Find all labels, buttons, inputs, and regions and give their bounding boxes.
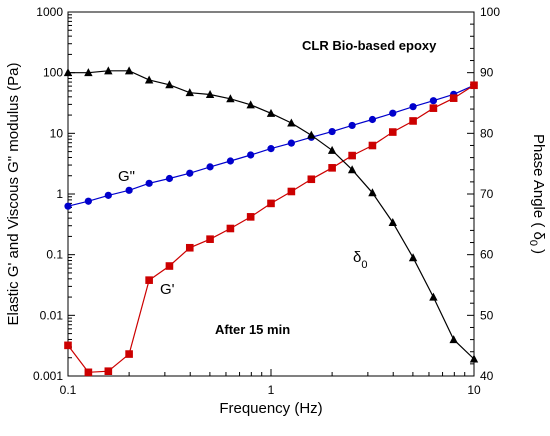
y2-tick-label: 100 [480, 5, 500, 19]
series-label-delta: δ0 [353, 249, 367, 271]
chart-title: CLR Bio-based epoxy [302, 38, 437, 53]
data-point-phase-angle [205, 90, 215, 99]
data-point-g-double-prime [247, 151, 255, 159]
series-label-delta-subscript: 0 [361, 259, 367, 271]
series-label-delta-main: δ [353, 249, 361, 266]
data-point-phase-angle [347, 165, 357, 174]
data-point-phase-angle [63, 68, 73, 77]
y2-tick-label: 40 [480, 369, 494, 383]
data-point-g-double-prime [409, 103, 417, 111]
data-point-g-prime [287, 187, 296, 196]
data-point-g-prime [267, 199, 275, 208]
y2-axis-title-end: ) [530, 249, 547, 254]
data-point-phase-angle [226, 94, 235, 103]
y-tick-label: 1 [56, 187, 63, 201]
data-point-g-prime [429, 104, 438, 112]
data-point-g-double-prime [348, 121, 356, 130]
data-point-g-prime [226, 224, 235, 233]
chart-annotation: After 15 min [215, 322, 290, 337]
y-tick-label: 100 [43, 66, 63, 80]
data-point-phase-angle [469, 354, 479, 363]
data-point-phase-angle [144, 75, 154, 84]
series-layer [63, 66, 479, 377]
data-point-phase-angle [327, 145, 337, 154]
y2-tick-label: 50 [480, 308, 494, 322]
data-point-phase-angle [266, 108, 276, 117]
data-point-phase-angle [124, 66, 134, 75]
y2-tick-label: 60 [480, 248, 494, 262]
data-point-g-prime [125, 350, 133, 358]
y-axis-ticks: 0.001 0.01 0.1 1 10 100 1000 [33, 5, 75, 383]
y2-tick-label: 90 [480, 66, 494, 80]
y-tick-label: 0.1 [46, 248, 63, 262]
data-point-phase-angle [388, 218, 397, 227]
data-point-g-double-prime [206, 163, 214, 171]
data-point-g-double-prime [267, 145, 275, 153]
y2-axis-title-subscript: 0 [527, 240, 539, 246]
data-point-phase-angle [368, 188, 377, 197]
data-point-phase-angle [84, 68, 93, 77]
y2-axis-ticks: 40 50 60 70 80 90 100 [467, 5, 500, 383]
data-point-g-prime [328, 164, 336, 172]
y2-axis-title-main: Phase Angle ( δ [530, 134, 547, 240]
x-tick-label: 0.1 [60, 383, 77, 397]
data-point-g-double-prime [287, 139, 295, 147]
y-tick-label: 1000 [36, 5, 63, 19]
x-axis-ticks: 0.1 1 10 [60, 369, 481, 397]
data-point-g-prime [145, 276, 153, 284]
data-point-phase-angle [287, 118, 296, 127]
data-point-g-double-prime [368, 115, 377, 124]
y-axis-title: Elastic G' and Viscous G" modulus (Pa) [5, 62, 22, 325]
data-point-g-prime [206, 235, 214, 243]
data-point-g-prime [64, 341, 72, 350]
data-point-phase-angle [408, 253, 418, 262]
data-point-g-prime [348, 151, 356, 160]
data-point-phase-angle [307, 130, 316, 139]
y2-tick-label: 80 [480, 126, 494, 140]
x-tick-label: 1 [268, 383, 275, 397]
data-point-g-prime [388, 128, 397, 136]
data-point-g-prime [104, 367, 113, 375]
data-point-g-double-prime [389, 109, 397, 117]
data-point-g-prime [84, 368, 93, 377]
y-tick-label: 10 [50, 126, 64, 140]
x-axis-title: Frequency (Hz) [219, 400, 322, 417]
data-point-phase-angle [246, 100, 255, 109]
data-point-g-prime [185, 243, 194, 252]
data-point-g-double-prime [84, 197, 92, 205]
data-point-phase-angle [185, 88, 194, 97]
series-label-g-double-prime: G" [118, 168, 135, 185]
data-point-phase-angle [429, 292, 438, 301]
data-point-g-prime [368, 141, 377, 150]
y-tick-label: 0.001 [33, 369, 63, 383]
data-point-g-double-prime [328, 127, 336, 136]
data-point-g-prime [470, 81, 478, 90]
data-point-g-double-prime [104, 191, 112, 199]
data-point-g-double-prime [145, 179, 153, 187]
data-point-g-double-prime [125, 186, 133, 194]
data-point-g-double-prime [165, 174, 174, 183]
y-tick-label: 0.01 [40, 308, 64, 322]
data-point-phase-angle [449, 335, 458, 344]
data-point-g-double-prime [429, 97, 438, 105]
data-point-g-prime [307, 175, 316, 184]
x-tick-label: 10 [467, 383, 481, 397]
data-point-g-prime [246, 213, 255, 221]
data-point-g-double-prime [186, 169, 194, 177]
data-point-g-prime [449, 94, 458, 102]
data-point-g-double-prime [226, 157, 235, 165]
y2-axis-title: Phase Angle ( δ0) [527, 134, 547, 254]
y2-tick-label: 70 [480, 187, 494, 201]
data-point-g-prime [165, 262, 174, 270]
series-label-g-prime: G' [160, 281, 175, 298]
data-point-g-prime [409, 117, 417, 125]
data-point-phase-angle [165, 80, 174, 89]
data-point-phase-angle [104, 66, 113, 75]
data-point-g-double-prime [64, 202, 72, 210]
